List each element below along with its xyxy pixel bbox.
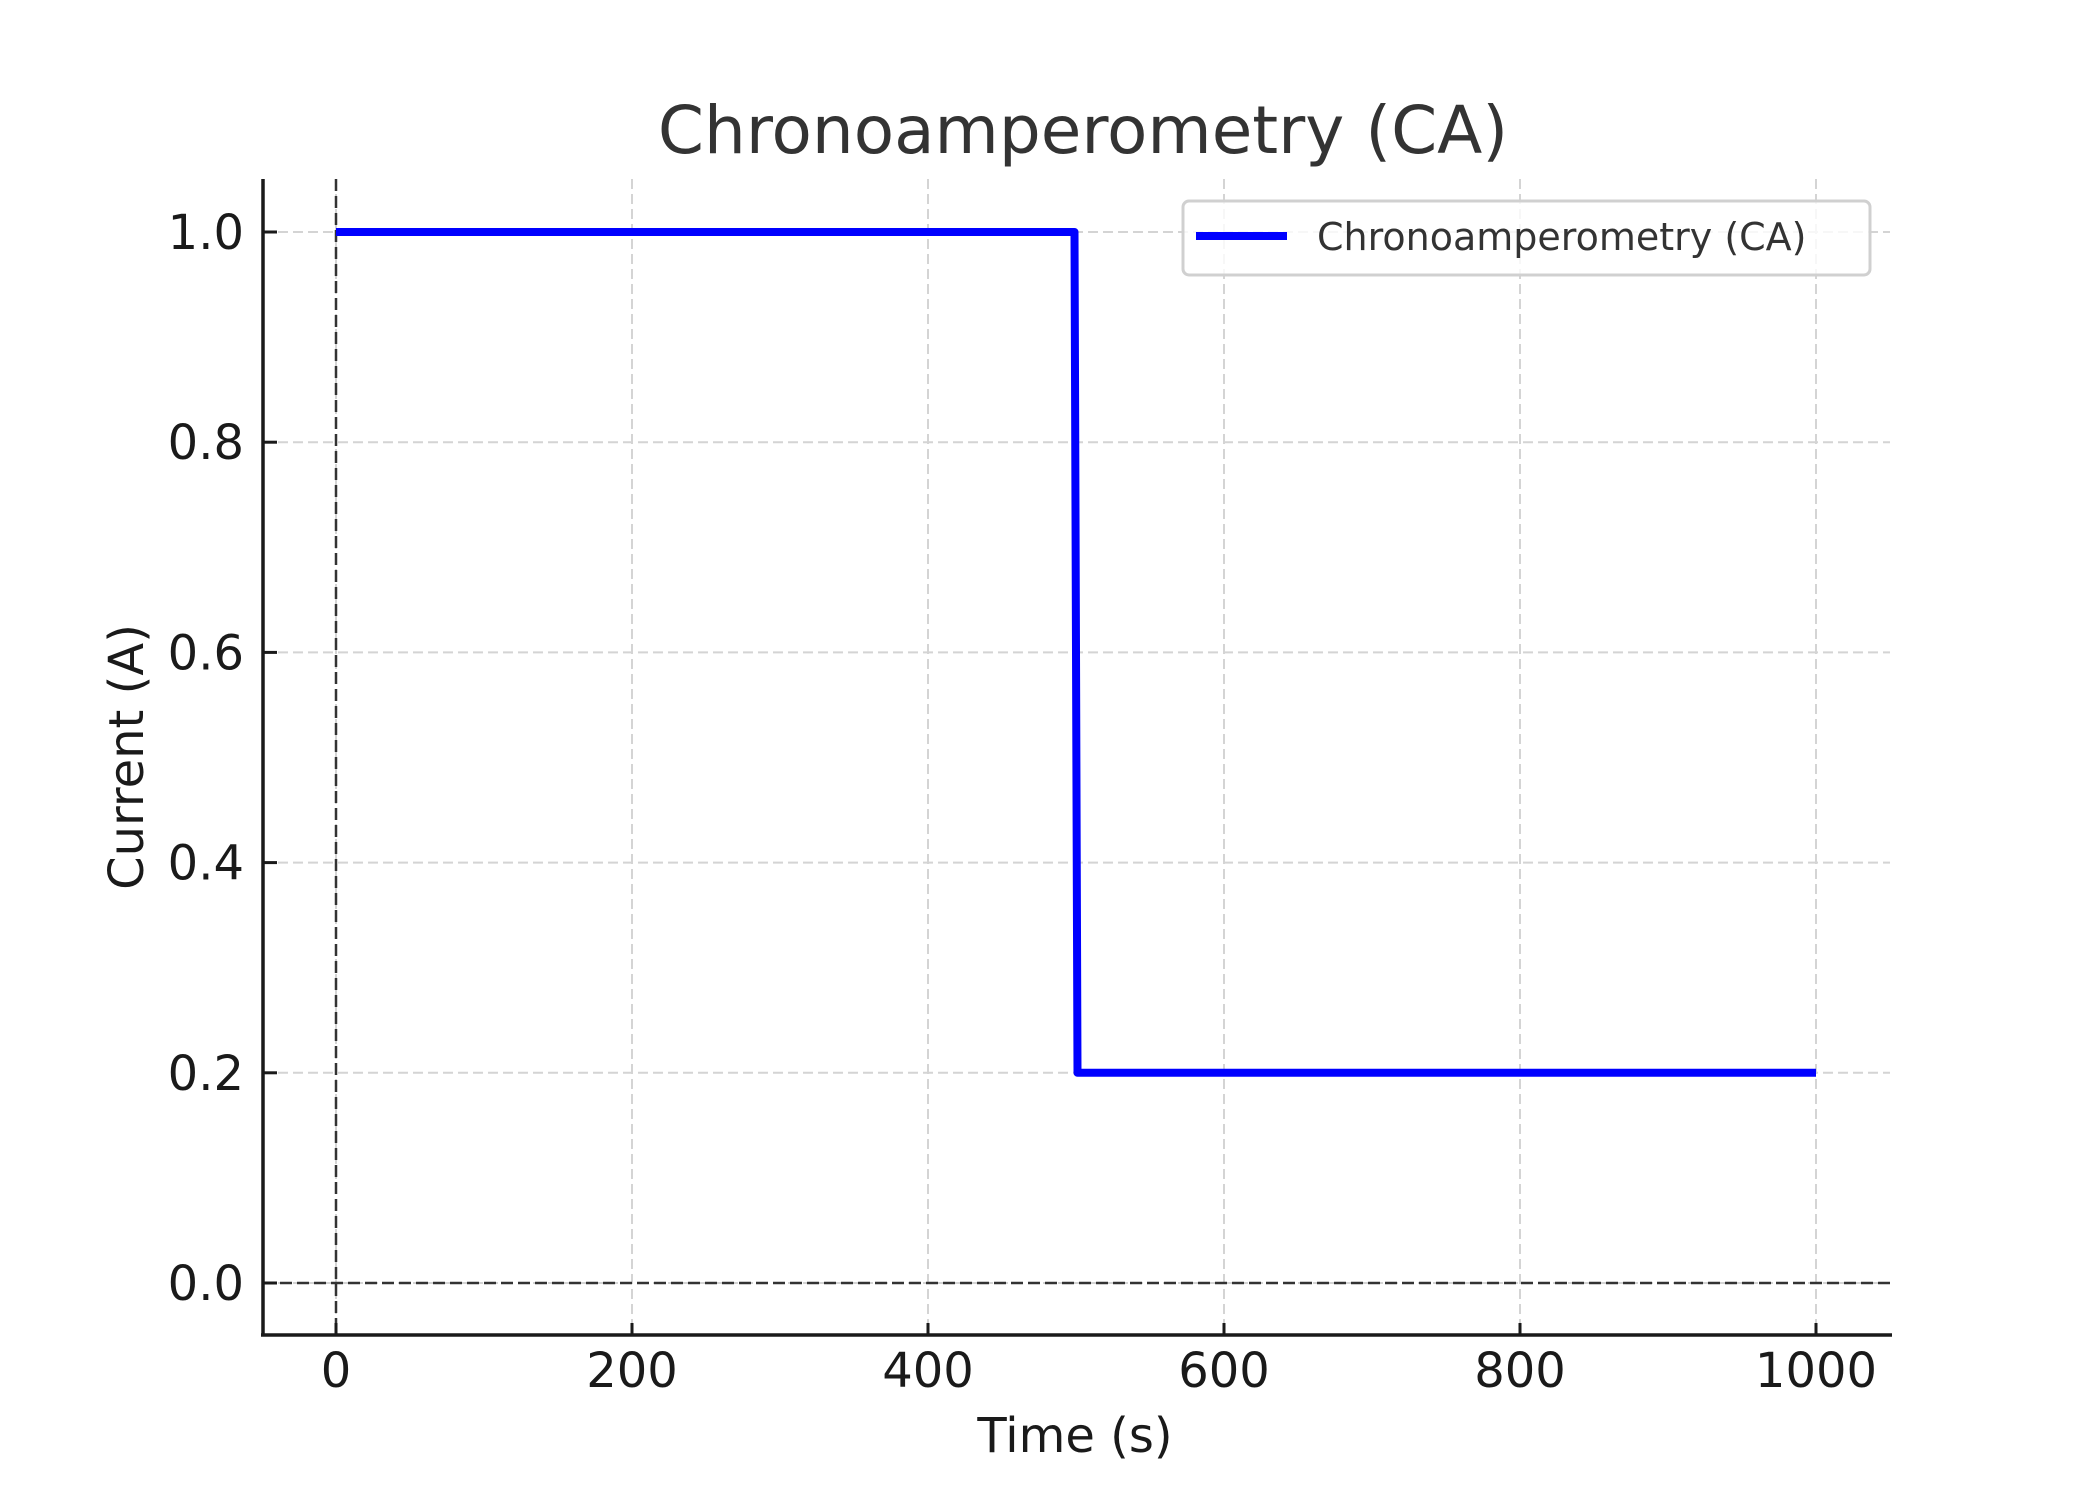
legend-box bbox=[1181, 199, 1872, 277]
y-tick-label: 0.0 bbox=[168, 1256, 244, 1312]
y-tick-label: 1.0 bbox=[168, 205, 244, 261]
x-tick-label: 800 bbox=[1474, 1343, 1566, 1399]
y-tick-label: 0.8 bbox=[168, 415, 244, 471]
x-axis-label: Time (s) bbox=[976, 1408, 1172, 1464]
axes-spines bbox=[261, 179, 1892, 1337]
y-tick-label: 0.4 bbox=[168, 836, 244, 892]
series-line bbox=[336, 228, 1816, 1077]
data-series bbox=[336, 228, 1816, 1077]
y-tick-label: 0.6 bbox=[168, 625, 244, 681]
chart-title: Chronoamperometry (CA) bbox=[658, 92, 1508, 169]
y-tick-label: 0.2 bbox=[168, 1046, 244, 1102]
x-tick-label: 200 bbox=[586, 1343, 678, 1399]
y-axis-ticks: 0.0 0.2 0.4 0.6 0.8 1.0 bbox=[168, 205, 277, 1312]
legend-entry-label: Chronoamperometry (CA) bbox=[1317, 215, 1807, 259]
x-tick-label: 1000 bbox=[1755, 1343, 1877, 1399]
reference-lines bbox=[263, 179, 1890, 1335]
x-tick-label: 600 bbox=[1178, 1343, 1270, 1399]
y-axis-label: Current (A) bbox=[99, 624, 155, 890]
x-tick-label: 400 bbox=[882, 1343, 974, 1399]
x-tick-label: 0 bbox=[321, 1343, 352, 1399]
legend: Chronoamperometry (CA) bbox=[1181, 199, 1872, 277]
x-axis-ticks: 0 200 400 600 800 1000 bbox=[321, 1323, 1877, 1399]
